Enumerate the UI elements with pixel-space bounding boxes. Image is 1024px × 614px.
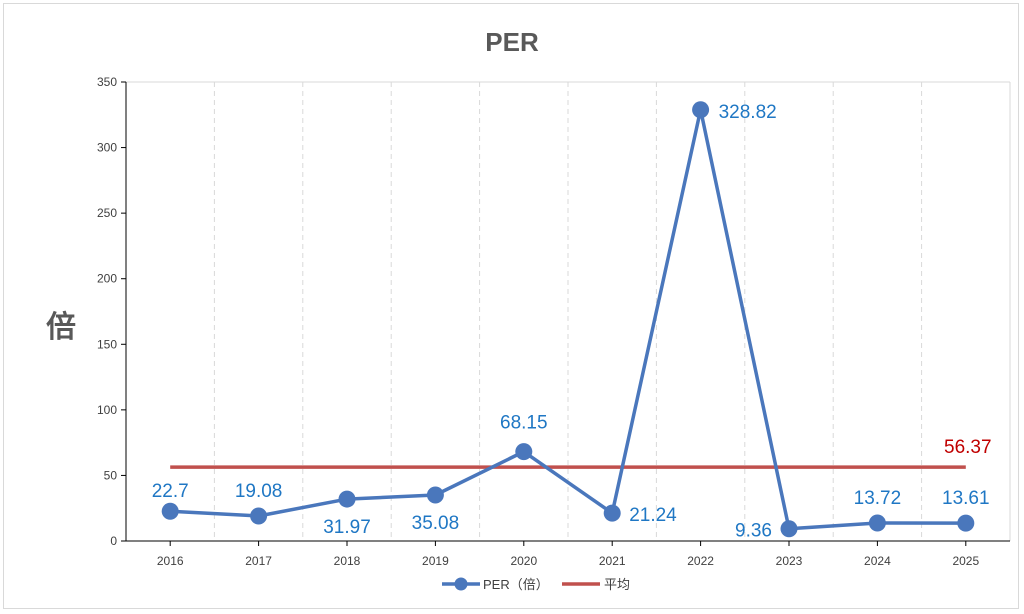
legend-per-label: PER（倍） [483, 577, 549, 592]
per-line-chart: PER 倍 0 50 100 150 200 250 300 350 2016 2017 2018… [46, 27, 1011, 592]
per-data-label: 13.61 [942, 488, 990, 509]
x-tick-labels: 2016 2017 2018 2019 2020 2021 2022 2023 2024 2025 [157, 554, 980, 568]
per-data-label: 31.97 [323, 517, 371, 538]
per-data-point [780, 520, 798, 538]
vertical-gridlines [126, 81, 1011, 541]
per-data-label: 35.08 [412, 513, 460, 534]
y-tick-label: 250 [97, 206, 117, 220]
per-data-point [868, 514, 886, 532]
per-data-label: 13.72 [854, 488, 902, 509]
per-data-label: 328.82 [719, 102, 777, 123]
per-data-point [161, 502, 179, 520]
x-tick-label: 2024 [864, 554, 891, 568]
per-line [170, 108, 966, 531]
x-tick-label: 2019 [422, 554, 449, 568]
average-data-label: 56.37 [944, 437, 992, 458]
x-tick-label: 2022 [687, 554, 714, 568]
y-tick-label: 50 [104, 468, 118, 482]
x-tick-label: 2025 [952, 554, 979, 568]
y-tick-label: 150 [97, 337, 117, 351]
y-tick-label: 200 [97, 272, 117, 286]
y-tick-label: 300 [97, 141, 117, 155]
y-tick-label: 350 [97, 75, 117, 89]
x-tick-label: 2021 [599, 554, 626, 568]
per-data-label: 22.7 [152, 481, 189, 502]
per-data-point [692, 101, 710, 119]
chart-frame: PER 倍 0 50 100 150 200 250 300 350 2016 2017 2018… [3, 3, 1019, 609]
x-tick-label: 2017 [245, 554, 272, 568]
y-tick-label: 100 [97, 403, 117, 417]
y-tick-labels: 0 50 100 150 200 250 300 350 [97, 75, 117, 548]
x-tick-label: 2018 [334, 554, 361, 568]
x-tick-label: 2016 [157, 554, 184, 568]
average-series: 56.37 [170, 437, 992, 469]
per-data-label: 21.24 [629, 505, 677, 526]
per-data-point [250, 507, 268, 525]
legend: PER（倍） 平均 [442, 577, 630, 592]
per-series: 22.7 19.08 31.97 35.08 68.15 21.24 328.82 9.36 1… [152, 101, 990, 542]
legend-average-label: 平均 [604, 577, 630, 592]
per-data-label: 19.08 [235, 481, 283, 502]
y-axis-label: 倍 [46, 310, 76, 344]
per-data-label: 68.15 [500, 413, 548, 434]
per-data-point [957, 514, 975, 532]
per-data-point [515, 443, 533, 461]
x-tick-label: 2023 [776, 554, 803, 568]
per-data-point [603, 504, 621, 522]
chart-title: PER [485, 27, 539, 57]
y-tick-label: 0 [110, 534, 117, 548]
x-tick-label: 2020 [510, 554, 537, 568]
per-data-point [338, 490, 356, 508]
per-data-label: 9.36 [735, 521, 772, 542]
legend-per-marker [454, 577, 468, 591]
per-data-point [426, 486, 444, 504]
axes [121, 81, 1010, 546]
